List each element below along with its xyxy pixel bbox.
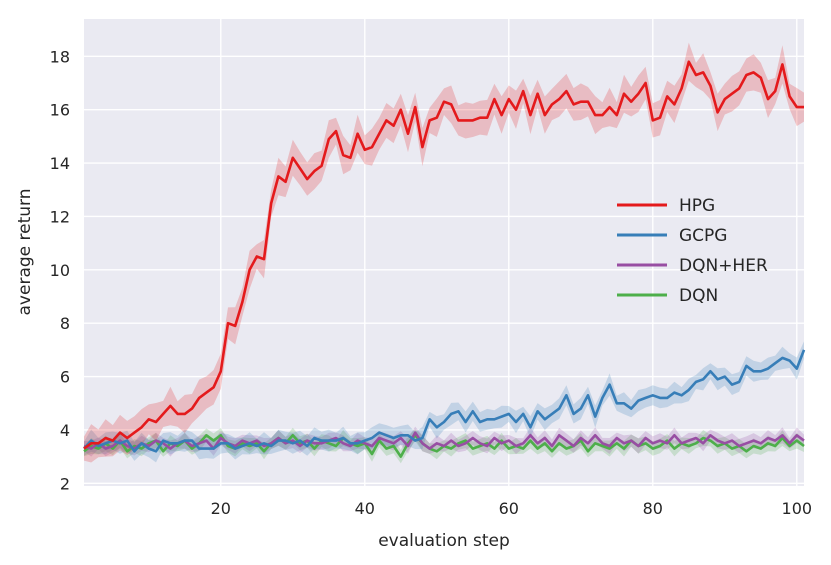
x-tick-labels: 20 40 60 80 100 xyxy=(211,499,812,518)
grid xyxy=(84,19,804,486)
x-tick-label: 100 xyxy=(782,499,813,518)
series-line-dqn-her xyxy=(83,431,805,450)
y-tick-label: 18 xyxy=(50,47,70,66)
legend-label-dqn: DQN xyxy=(679,286,718,306)
x-tick-label: 40 xyxy=(355,499,375,518)
plot-background xyxy=(84,19,804,486)
legend-label-hpg: HPG xyxy=(679,196,715,216)
y-tick-label: 8 xyxy=(60,314,70,333)
legend-label-gcpg: GCPG xyxy=(679,226,727,246)
y-tick-label: 16 xyxy=(50,101,70,120)
x-tick-label: 20 xyxy=(211,499,231,518)
series-line-gcpg xyxy=(83,349,806,453)
y-tick-label: 12 xyxy=(50,207,70,226)
series-line-hpg xyxy=(83,60,804,450)
series-lines xyxy=(83,60,806,458)
y-tick-label: 2 xyxy=(60,474,70,493)
y-tick-label: 14 xyxy=(50,154,70,173)
x-tick-label: 80 xyxy=(643,499,663,518)
y-tick-label: 4 xyxy=(60,421,70,440)
y-tick-labels: 2 4 6 8 10 12 14 16 18 xyxy=(50,47,70,493)
y-tick-label: 10 xyxy=(50,261,70,280)
y-tick-label: 6 xyxy=(60,368,70,387)
y-axis-label: average return xyxy=(15,189,35,316)
x-axis-label: evaluation step xyxy=(378,531,510,551)
legend-label-dqn-her: DQN+HER xyxy=(679,256,768,276)
band-gcpg xyxy=(84,341,804,463)
x-tick-label: 60 xyxy=(499,499,519,518)
legend: HPG GCPG DQN+HER DQN xyxy=(617,196,768,306)
